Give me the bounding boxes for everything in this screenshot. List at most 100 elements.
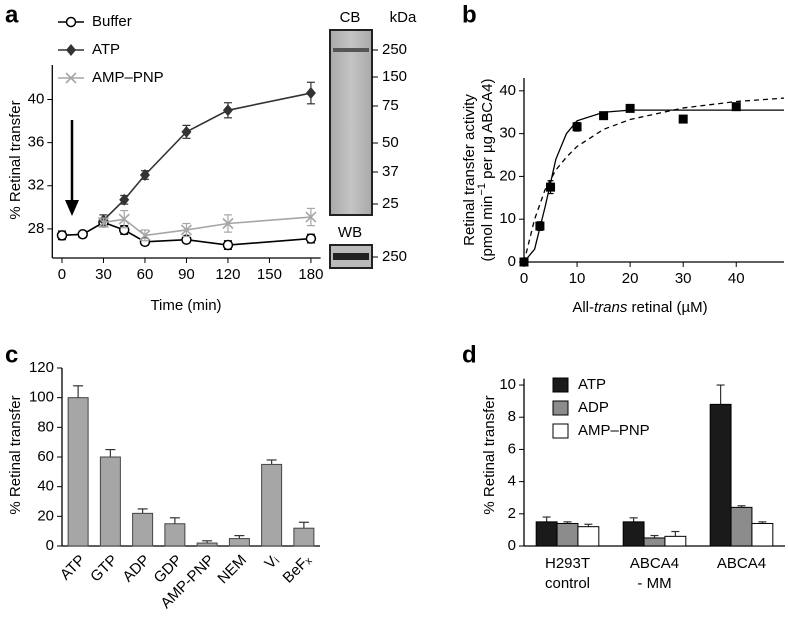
x-tick-label: 180 [298, 266, 323, 283]
y-axis-label-part: −1 [476, 183, 488, 196]
x-tick-label: ABCA4 [717, 555, 766, 572]
bar [664, 535, 687, 547]
y-tick-label: 60 [37, 448, 54, 465]
y-tick-label: 40 [28, 90, 45, 107]
point [535, 221, 545, 231]
y-tick-label: 20 [499, 167, 516, 184]
x-tick-label: 150 [257, 266, 282, 283]
gel-marker-label: 37 [382, 163, 399, 180]
x-tick-label: 120 [215, 266, 240, 283]
x-axis-label-part: trans [594, 299, 628, 316]
point [305, 211, 317, 223]
fit-curve [523, 109, 784, 263]
point [139, 229, 151, 241]
error-bar [671, 530, 680, 537]
legend-label: ATP [578, 376, 606, 393]
bar [622, 521, 645, 547]
panel-label: a [5, 1, 19, 28]
x-tick-label: 30 [675, 270, 692, 287]
legend-label: ATP [92, 41, 120, 58]
x-tick-label: 40 [728, 270, 745, 287]
error-bar [73, 385, 84, 398]
series-line [102, 92, 312, 221]
point [181, 125, 192, 138]
legend-label: ADP [578, 399, 609, 416]
error-bar [105, 448, 116, 457]
gel-marker-label: 250 [382, 41, 407, 58]
point [519, 257, 529, 267]
y-tick-label: 0 [508, 537, 516, 554]
point [139, 168, 150, 181]
gel: CB kDa WB 250 [329, 9, 417, 269]
bar [228, 538, 250, 547]
x-tick-label: GTP [87, 552, 121, 586]
x-tick-label: 30 [95, 266, 112, 283]
x-tick-label: 20 [622, 270, 639, 287]
x-tick-label: BeFₓ [280, 552, 315, 587]
x-tick-label: H293T [545, 555, 590, 572]
y-tick-label: 10 [499, 376, 516, 393]
point [222, 104, 233, 117]
gel-cb-lane [329, 29, 373, 216]
gel-label: CB [340, 9, 361, 26]
error-bar [298, 521, 309, 529]
error-bar [542, 516, 551, 522]
bar [577, 526, 600, 547]
y-tick-label: 30 [499, 125, 516, 142]
y-tick-label: 10 [499, 210, 516, 227]
legend-label: AMP–PNP [578, 422, 650, 439]
y-tick-label: 28 [28, 220, 45, 237]
gel-marker-label: 50 [382, 134, 399, 151]
y-axis-label: Retinal transfer activity [461, 94, 478, 246]
x-tick-label: 90 [178, 266, 195, 283]
y-tick-label: 32 [28, 177, 45, 194]
x-tick-label: 10 [569, 270, 586, 287]
x-tick-label: ADP [119, 552, 153, 586]
x-axis-label: All-trans retinal (µM) [572, 299, 707, 316]
point [118, 213, 130, 225]
error-bar [169, 517, 180, 524]
gel-band [333, 253, 369, 260]
legend-swatch [552, 377, 569, 393]
x-axis-label-part: All- [572, 299, 594, 316]
point [305, 87, 316, 100]
x-tick-label: control [545, 575, 590, 592]
gel-marker-label: 250 [382, 248, 407, 265]
y-axis-label-part: per µg ABCA4) [479, 79, 496, 184]
fit-curve [523, 97, 785, 263]
point [180, 224, 193, 236]
y-tick-label: 6 [508, 440, 516, 457]
series-line [103, 216, 311, 237]
bar [196, 542, 218, 547]
x-tick-label: 60 [137, 266, 154, 283]
point [546, 182, 556, 192]
y-tick-label: 0 [46, 537, 54, 554]
y-tick-label: 120 [29, 359, 54, 376]
y-tick-label: 100 [29, 389, 54, 406]
point [625, 103, 635, 113]
gel-marker-label: 25 [382, 195, 399, 212]
point [56, 230, 68, 241]
legend-label: AMP–PNP [92, 69, 164, 86]
arrow-head [65, 200, 79, 216]
y-axis-label: (pmol min−1 per µg ABCA4) [476, 79, 496, 262]
x-tick-label: ABCA4 [630, 555, 679, 572]
legend-marker [65, 16, 77, 28]
y-tick-label: 40 [499, 82, 516, 99]
point [305, 233, 317, 244]
point [222, 239, 234, 251]
bar [293, 527, 315, 547]
panel-label: b [462, 1, 477, 28]
bar [556, 522, 579, 547]
gel-label: kDa [390, 9, 417, 26]
gel-label: WB [338, 224, 362, 241]
y-axis-label: % Retinal transfer [7, 100, 24, 219]
x-tick-label: - MM [637, 575, 671, 592]
error-bar [629, 517, 638, 522]
x-tick-label: NEM [214, 552, 250, 588]
point [678, 114, 688, 124]
x-axis-label: Time (min) [150, 297, 221, 314]
x-axis-label-part: retinal (µM) [627, 299, 707, 316]
y-tick-label: 36 [28, 134, 45, 151]
